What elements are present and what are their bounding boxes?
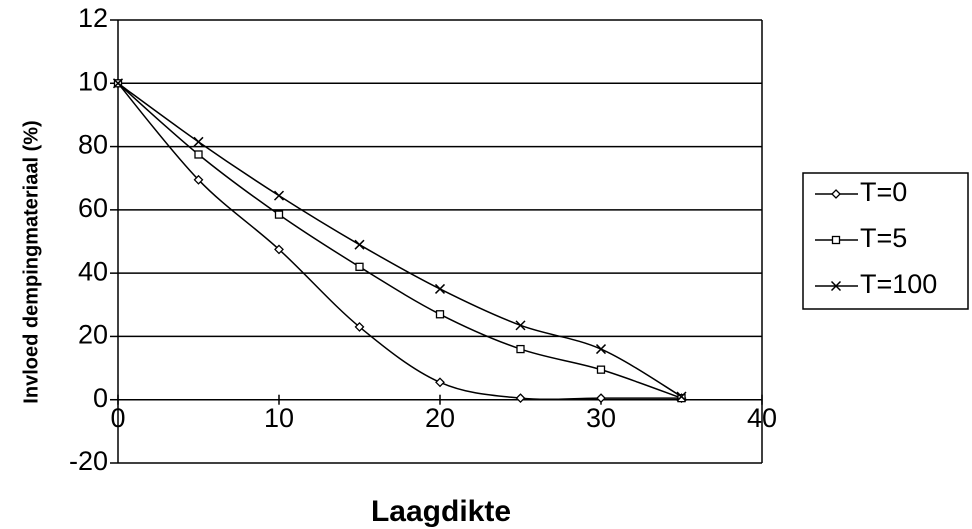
marker-stroke xyxy=(354,239,365,250)
legend: T=0 T=5 T=100 xyxy=(802,172,969,310)
y-tick-label: -20 xyxy=(69,446,108,476)
y-tick-label: 12 xyxy=(78,3,108,33)
data-point xyxy=(354,239,365,250)
x-tick-label: 0 xyxy=(110,403,125,433)
legend-entry: T=5 xyxy=(815,223,907,253)
x-tick-labels: 0 10 20 30 40 xyxy=(110,403,777,433)
data-point xyxy=(355,262,364,271)
x-tick-label: 30 xyxy=(586,403,616,433)
marker-stroke xyxy=(830,280,842,292)
data-point xyxy=(274,210,284,219)
axes xyxy=(110,19,763,464)
marker-stroke xyxy=(595,344,607,355)
data-point xyxy=(516,344,525,354)
data-point xyxy=(274,244,284,255)
series-T=5 xyxy=(113,79,686,403)
x-tick-label: 10 xyxy=(264,403,294,433)
data-point xyxy=(435,310,445,319)
data-point xyxy=(515,320,526,331)
data-point xyxy=(596,393,606,404)
marker-stroke xyxy=(273,190,285,201)
y-tick-label: 20 xyxy=(78,320,108,350)
grid-lines xyxy=(118,19,762,464)
marker-stroke xyxy=(193,136,204,147)
legend-marker xyxy=(831,189,841,199)
legend-marker xyxy=(831,235,841,245)
data-point xyxy=(677,393,686,403)
data-point xyxy=(354,322,365,332)
series-layer xyxy=(112,78,687,404)
legend-label: T=5 xyxy=(860,223,907,253)
data-point xyxy=(515,393,526,404)
x-tick-label: 40 xyxy=(747,403,777,433)
data-point xyxy=(596,365,606,374)
marker-stroke xyxy=(676,391,687,402)
legend-entry: T=100 xyxy=(815,269,937,299)
y-tick-label: 40 xyxy=(78,256,108,286)
data-point xyxy=(595,344,607,355)
series-line xyxy=(117,82,682,399)
x-tick-label: 20 xyxy=(425,403,455,433)
y-tick-label: 80 xyxy=(78,130,108,160)
y-tick-labels: -20 0 20 40 60 80 10 12 xyxy=(69,3,108,476)
legend-marker xyxy=(830,280,842,292)
y-axis-label: Invloed dempingmateriaal (%) xyxy=(20,120,42,403)
legend-label: T=0 xyxy=(860,177,907,207)
series-T=0 xyxy=(113,78,687,404)
y-tick-label: 10 xyxy=(78,66,108,96)
y-tick-label: 60 xyxy=(78,193,108,223)
data-point xyxy=(273,190,285,201)
x-axis-label: Laagdikte xyxy=(371,495,511,528)
y-tick-label: 0 xyxy=(93,383,108,413)
data-point xyxy=(676,391,687,402)
series-line xyxy=(117,82,682,398)
series-line xyxy=(117,82,682,401)
series-T=100 xyxy=(112,78,687,402)
legend-entry: T=0 xyxy=(815,177,907,207)
marker-stroke xyxy=(434,283,446,294)
data-point xyxy=(193,174,204,185)
legend-label: T=100 xyxy=(860,269,937,299)
data-point xyxy=(434,283,446,294)
data-point xyxy=(194,150,203,159)
data-point xyxy=(193,136,204,147)
marker-stroke xyxy=(515,320,526,331)
marker-stroke xyxy=(112,78,124,89)
data-point xyxy=(112,78,124,89)
data-point xyxy=(435,377,445,388)
